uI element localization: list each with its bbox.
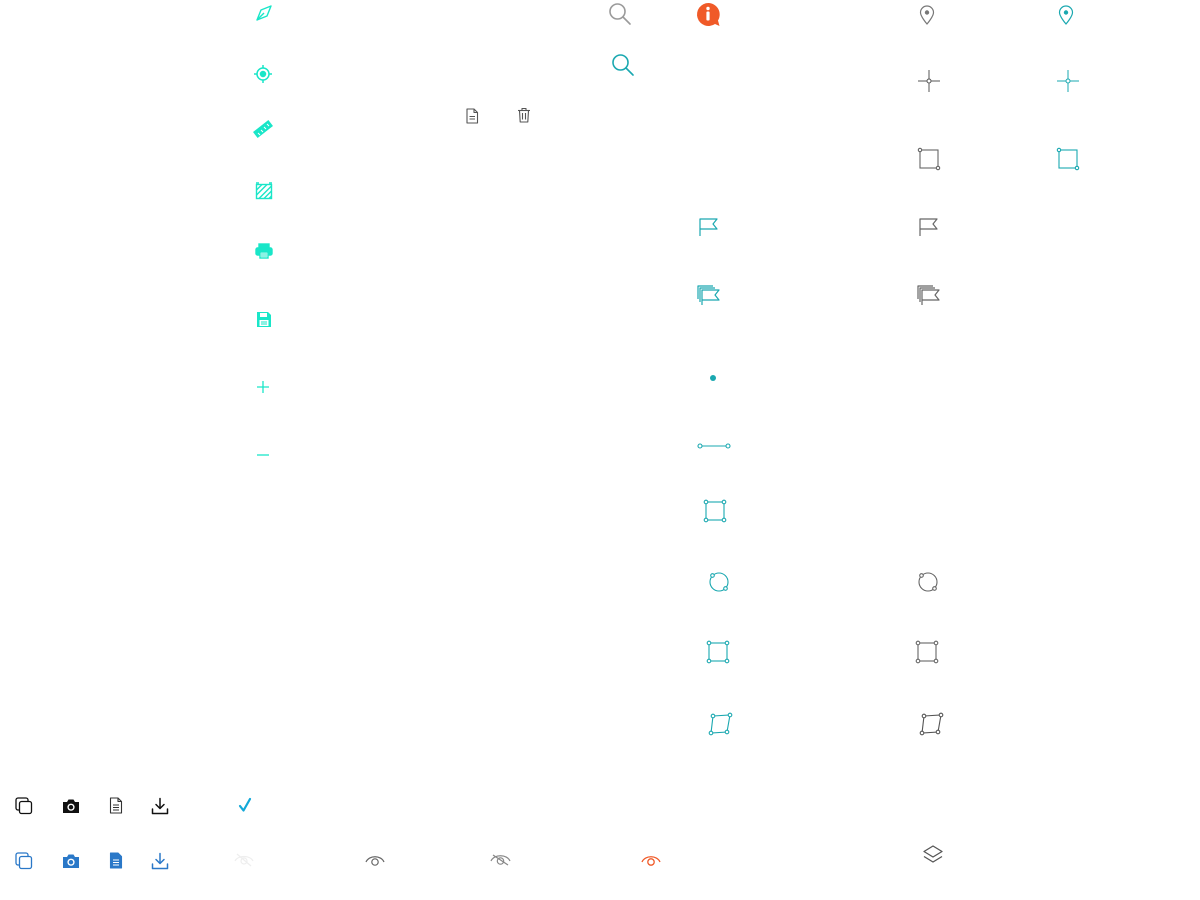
check-icon[interactable] <box>238 797 252 813</box>
multi-flag-icon[interactable] <box>696 284 722 306</box>
document-icon[interactable] <box>109 852 123 869</box>
polygon-icon[interactable] <box>703 499 727 523</box>
quadrilateral-icon[interactable] <box>708 712 734 736</box>
line-icon[interactable] <box>697 442 731 450</box>
eye-hidden-icon[interactable] <box>234 853 254 867</box>
locate-icon[interactable] <box>253 64 273 84</box>
circle-icon[interactable] <box>916 570 940 594</box>
print-icon[interactable] <box>255 243 273 259</box>
document-icon[interactable] <box>109 797 123 814</box>
circle-icon[interactable] <box>707 570 731 594</box>
rectangle-select-icon[interactable] <box>917 147 941 171</box>
hatch-area-icon[interactable] <box>255 182 273 200</box>
download-icon[interactable] <box>151 797 169 815</box>
compass-pen-icon[interactable] <box>254 4 274 22</box>
square-icon[interactable] <box>915 640 939 664</box>
eye-active-icon[interactable] <box>641 853 661 867</box>
crosshair-icon[interactable] <box>1057 70 1079 92</box>
ruler-icon[interactable] <box>252 120 274 140</box>
point-icon[interactable] <box>709 374 717 382</box>
pin-icon[interactable] <box>1058 5 1074 25</box>
flag-icon[interactable] <box>918 217 940 237</box>
eye-slash-icon[interactable] <box>490 852 512 867</box>
zoom-out-minus-icon[interactable] <box>256 448 270 462</box>
flag-icon[interactable] <box>698 217 720 237</box>
zoom-in-plus-icon[interactable] <box>256 380 270 394</box>
info-comment-icon[interactable] <box>696 2 721 27</box>
multi-flag-icon[interactable] <box>916 284 942 306</box>
trash-icon[interactable] <box>517 107 531 123</box>
search-icon-teal[interactable] <box>611 53 635 77</box>
pin-icon[interactable] <box>919 5 935 25</box>
square-icon[interactable] <box>706 640 730 664</box>
eye-icon[interactable] <box>365 853 385 867</box>
document-icon[interactable] <box>465 108 479 124</box>
rectangle-select-icon[interactable] <box>1056 147 1080 171</box>
crosshair-icon[interactable] <box>918 70 940 92</box>
save-icon[interactable] <box>256 311 272 328</box>
copy-icon[interactable] <box>15 852 33 870</box>
camera-icon[interactable] <box>62 853 80 869</box>
search-icon-gray[interactable] <box>608 2 632 26</box>
camera-icon[interactable] <box>62 798 80 814</box>
layers-icon[interactable] <box>921 844 945 866</box>
quadrilateral-icon[interactable] <box>919 712 945 736</box>
copy-icon[interactable] <box>15 797 33 815</box>
download-icon[interactable] <box>151 852 169 870</box>
